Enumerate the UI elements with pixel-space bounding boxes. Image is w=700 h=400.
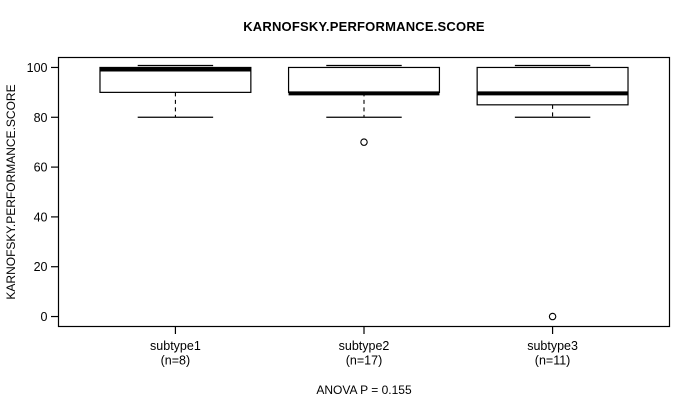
y-tick-label: 80	[34, 111, 48, 125]
y-tick-label: 20	[34, 260, 48, 274]
y-tick-label: 0	[41, 310, 48, 324]
box	[99, 66, 252, 93]
anova-p-label: ANOVA P = 0.155	[316, 383, 412, 397]
y-tick-label: 40	[34, 210, 48, 224]
group-n-label: (n=17)	[346, 354, 382, 368]
group-n-label: (n=11)	[535, 354, 571, 368]
outlier-point	[548, 312, 557, 321]
box	[476, 66, 629, 106]
y-tick-label: 60	[34, 161, 48, 175]
group-label: subtype2	[339, 339, 390, 353]
chart-title: KARNOFSKY.PERFORMANCE.SCORE	[243, 19, 485, 34]
group-label: subtype1	[150, 339, 201, 353]
outlier-point	[360, 138, 368, 146]
group-n-label: (n=8)	[161, 354, 191, 368]
y-tick-label: 100	[27, 61, 48, 75]
group-label: subtype3	[527, 339, 578, 353]
box	[287, 66, 441, 93]
